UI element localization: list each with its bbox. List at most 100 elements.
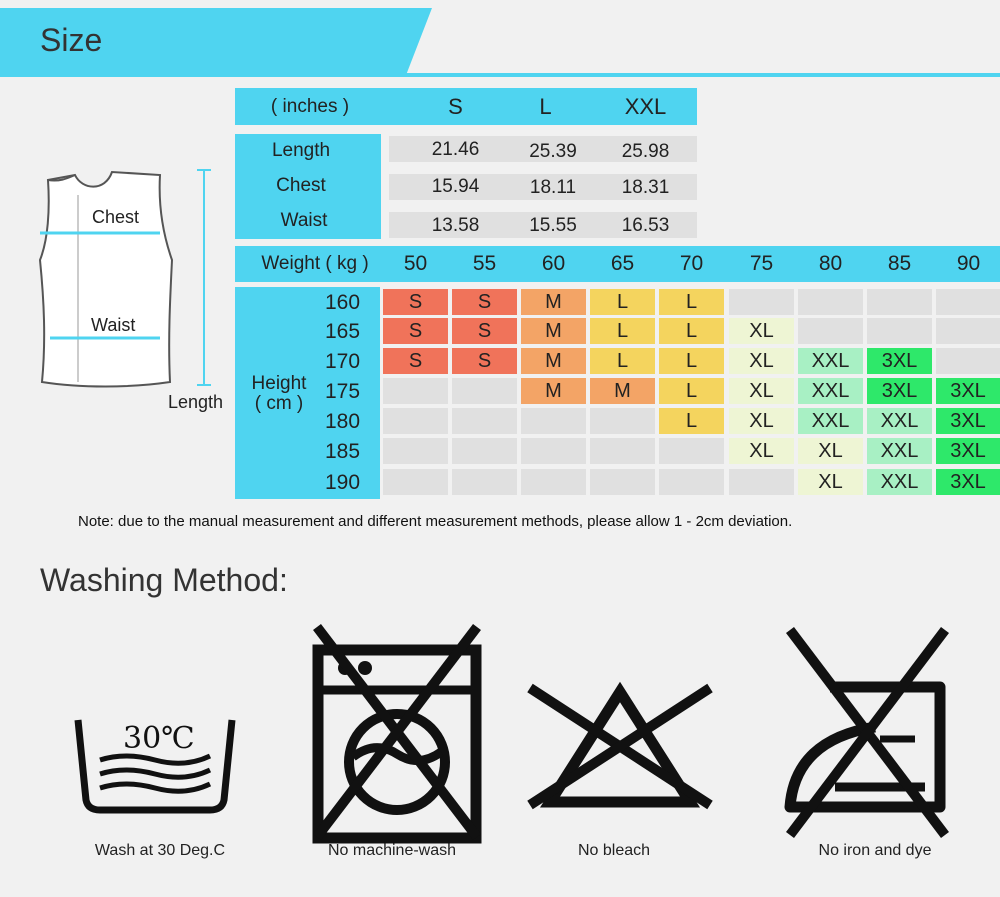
size-cell <box>729 289 794 315</box>
size-cell: XL <box>729 348 794 374</box>
header-banner <box>0 8 432 75</box>
unit-label: ( inches ) <box>270 95 350 117</box>
size-cell <box>867 318 932 344</box>
size-cell <box>383 378 448 404</box>
size-cell <box>452 438 517 464</box>
size-cell: L <box>659 318 724 344</box>
height-header: 165 <box>324 320 361 343</box>
height-header: 190 <box>324 471 361 494</box>
row-label-length: Length <box>271 139 331 161</box>
height-header: 175 <box>324 380 361 403</box>
size-cell <box>867 289 932 315</box>
size-cell: M <box>590 378 655 404</box>
size-cell <box>590 469 655 495</box>
size-cell: 3XL <box>936 408 1000 434</box>
header-underline <box>0 73 1000 77</box>
measure-row-bg-chest <box>389 174 697 200</box>
size-cell <box>521 469 586 495</box>
no-iron-icon <box>784 626 949 839</box>
size-cell: S <box>383 348 448 374</box>
size-cell <box>521 408 586 434</box>
weight-label: Weight ( kg ) <box>261 253 369 274</box>
measure-table-header <box>235 88 697 125</box>
weight-header: 50 <box>403 252 428 275</box>
size-cell: S <box>452 348 517 374</box>
weight-header: 85 <box>887 252 912 275</box>
size-cell <box>452 378 517 404</box>
measure-value: 16.53 <box>621 215 670 236</box>
size-cell <box>452 469 517 495</box>
size-cell: XL <box>798 469 863 495</box>
size-cell: L <box>590 318 655 344</box>
size-cell: L <box>590 289 655 315</box>
size-cell: XL <box>729 318 794 344</box>
measure-value: 18.31 <box>621 177 670 198</box>
size-cell: XXL <box>798 378 863 404</box>
no-bleach-caption: No bleach <box>577 842 651 859</box>
height-header: 170 <box>324 350 361 373</box>
measure-value: 21.46 <box>431 139 480 160</box>
size-cell: XL <box>729 408 794 434</box>
row-label-chest: Chest <box>276 174 326 196</box>
size-cell <box>590 408 655 434</box>
page-title: Size <box>40 22 103 58</box>
wash-temp-text: 30℃ <box>123 721 195 756</box>
height-label-line1: Height <box>251 373 307 394</box>
size-cell: 3XL <box>936 378 1000 404</box>
size-cell <box>383 408 448 434</box>
size-header-l: L <box>539 93 552 119</box>
length-label: Length <box>168 392 224 412</box>
size-cell <box>798 289 863 315</box>
size-header-xxl: XXL <box>624 93 667 119</box>
size-cell: S <box>452 318 517 344</box>
waist-label: Waist <box>91 315 136 335</box>
size-cell: L <box>590 348 655 374</box>
measure-row-bg-length <box>389 136 697 162</box>
weight-header: 90 <box>956 252 981 275</box>
no-iron-caption: No iron and dye <box>818 842 932 859</box>
height-column-bg <box>235 287 380 499</box>
no-bleach-icon <box>527 681 713 810</box>
size-cell <box>521 438 586 464</box>
measure-value: 13.58 <box>431 215 480 236</box>
weight-header: 60 <box>541 252 566 275</box>
size-cell <box>798 318 863 344</box>
height-header: 185 <box>324 440 361 463</box>
size-cell <box>590 438 655 464</box>
size-cell: M <box>521 318 586 344</box>
size-cell: XXL <box>867 469 932 495</box>
wash-30-icon: 30℃ <box>74 719 236 814</box>
size-cell: XL <box>729 438 794 464</box>
weight-header: 65 <box>610 252 635 275</box>
size-cell <box>729 469 794 495</box>
size-header-s: S <box>448 93 463 119</box>
height-header: 160 <box>324 291 361 314</box>
size-cell <box>659 438 724 464</box>
size-cell: 3XL <box>936 438 1000 464</box>
size-cell <box>936 289 1000 315</box>
no-machine-wash-icon <box>312 623 482 844</box>
size-cell: XXL <box>867 438 932 464</box>
measure-value: 18.11 <box>529 177 577 198</box>
measure-value: 15.94 <box>431 176 480 197</box>
height-header: 180 <box>324 410 361 433</box>
measure-row-bg-waist <box>389 212 697 238</box>
washing-title: Washing Method: <box>40 562 288 598</box>
measure-value: 25.98 <box>621 141 670 162</box>
measure-value: 25.39 <box>529 141 577 162</box>
size-cell <box>936 318 1000 344</box>
size-cell: XL <box>729 378 794 404</box>
height-label-line2: ( cm ) <box>254 393 304 414</box>
measure-row-labels-bg <box>235 134 381 239</box>
size-cell: M <box>521 289 586 315</box>
height-label: Height ( cm ) <box>244 374 314 414</box>
measure-value: 15.55 <box>529 215 577 236</box>
size-cell: S <box>383 318 448 344</box>
size-cell: L <box>659 289 724 315</box>
size-cell: XL <box>798 438 863 464</box>
weight-header: 75 <box>749 252 774 275</box>
row-label-waist: Waist <box>280 209 328 231</box>
size-cell <box>383 438 448 464</box>
weight-header: 70 <box>679 252 704 275</box>
size-cell: M <box>521 348 586 374</box>
